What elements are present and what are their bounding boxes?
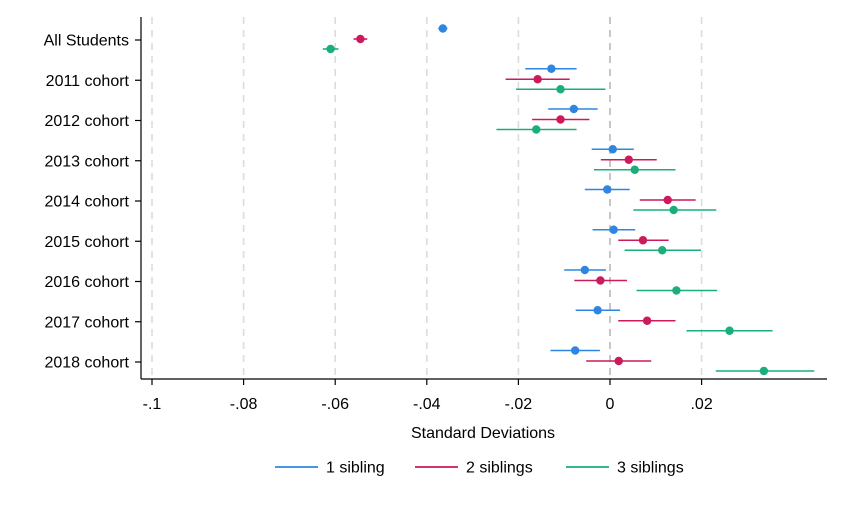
- point-estimate: [533, 75, 542, 84]
- point-estimate: [638, 236, 648, 245]
- point-estimate: [609, 225, 618, 234]
- category-label: 2011 cohort: [46, 73, 130, 90]
- category-label: 2013 cohort: [44, 153, 129, 170]
- point-estimate: [547, 64, 556, 73]
- legend-label: 2 siblings: [466, 460, 533, 477]
- category-label: 2016 cohort: [44, 274, 129, 291]
- x-tick-label: -.02: [505, 396, 533, 413]
- category-label: 2012 cohort: [44, 113, 129, 130]
- point-estimate: [438, 24, 448, 33]
- point-estimate: [326, 44, 335, 54]
- point-estimate: [663, 195, 672, 205]
- x-tick-label: -.06: [321, 396, 349, 413]
- category-label: All Students: [44, 33, 129, 50]
- y-ticks: All Students 2011 cohort 2012 cohort 2013 c…: [44, 33, 141, 372]
- point-estimate: [556, 115, 565, 124]
- category-label: 2017 cohort: [44, 314, 129, 331]
- point-estimate: [596, 276, 605, 285]
- series-3: [322, 44, 815, 376]
- category-label: 2015 cohort: [44, 234, 129, 251]
- x-tick-label: -.04: [413, 396, 441, 413]
- axes: [140, 17, 827, 380]
- legend-label: 1 sibling: [326, 460, 385, 477]
- series-1: [438, 24, 636, 355]
- x-tick-label: -.08: [230, 396, 258, 413]
- point-estimate: [532, 125, 541, 134]
- point-estimate: [356, 34, 365, 44]
- point-estimate: [593, 306, 602, 315]
- legend: 1 sibling 2 siblings 3 siblings: [275, 460, 684, 477]
- point-estimate: [630, 165, 639, 174]
- point-estimate: [672, 286, 681, 295]
- point-estimate: [669, 205, 678, 215]
- point-estimate: [603, 185, 612, 194]
- point-estimate: [614, 356, 623, 366]
- category-label: 2018 cohort: [44, 355, 129, 372]
- point-estimate: [569, 104, 579, 114]
- x-tick-label: -.1: [143, 396, 162, 413]
- point-estimate: [556, 85, 565, 94]
- point-estimate: [725, 326, 734, 335]
- point-estimate: [624, 155, 633, 164]
- point-estimate: [759, 366, 769, 376]
- point-estimate: [580, 265, 590, 275]
- grid-lines: [151, 17, 703, 379]
- category-label: 2014 cohort: [44, 194, 129, 211]
- point-estimate: [608, 145, 617, 154]
- legend-label: 3 siblings: [617, 460, 684, 477]
- x-tick-label: 0: [606, 396, 615, 413]
- point-estimate: [642, 316, 652, 325]
- point-estimate: [570, 346, 580, 355]
- series-2: [353, 34, 696, 366]
- x-ticks: -.1 -.08 -.06 -.04 -.02 0 .02: [143, 379, 713, 413]
- x-tick-label: .02: [690, 396, 712, 413]
- series: [322, 24, 815, 376]
- x-axis-title: Standard Deviations: [411, 425, 555, 442]
- point-estimate: [658, 246, 667, 255]
